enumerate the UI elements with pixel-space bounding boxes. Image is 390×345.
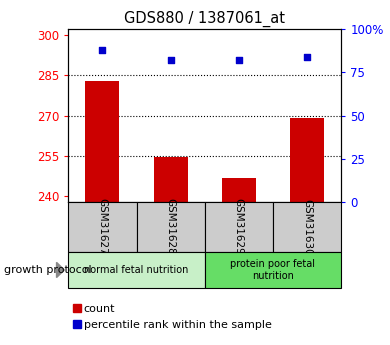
- Bar: [273, 202, 341, 252]
- Point: [304, 54, 310, 60]
- Polygon shape: [57, 262, 64, 277]
- Text: growth protocol: growth protocol: [4, 265, 92, 275]
- Point: [99, 47, 105, 53]
- Bar: [205, 252, 341, 288]
- Bar: [290, 118, 324, 202]
- Bar: [205, 202, 273, 252]
- Text: normal fetal nutrition: normal fetal nutrition: [84, 265, 189, 275]
- Text: GSM31628: GSM31628: [166, 198, 176, 255]
- Point: [168, 58, 174, 63]
- Text: GSM31629: GSM31629: [234, 198, 244, 255]
- Bar: [68, 202, 136, 252]
- Text: GSM31627: GSM31627: [98, 198, 107, 255]
- Bar: [154, 157, 188, 202]
- Text: protein poor fetal
nutrition: protein poor fetal nutrition: [230, 259, 316, 281]
- Title: GDS880 / 1387061_at: GDS880 / 1387061_at: [124, 10, 285, 27]
- Bar: [222, 178, 256, 202]
- Legend: count, percentile rank within the sample: count, percentile rank within the sample: [74, 304, 272, 329]
- Point: [236, 58, 242, 63]
- Text: GSM31630: GSM31630: [302, 198, 312, 255]
- Bar: [85, 80, 119, 202]
- Bar: [136, 202, 205, 252]
- Bar: [68, 252, 205, 288]
